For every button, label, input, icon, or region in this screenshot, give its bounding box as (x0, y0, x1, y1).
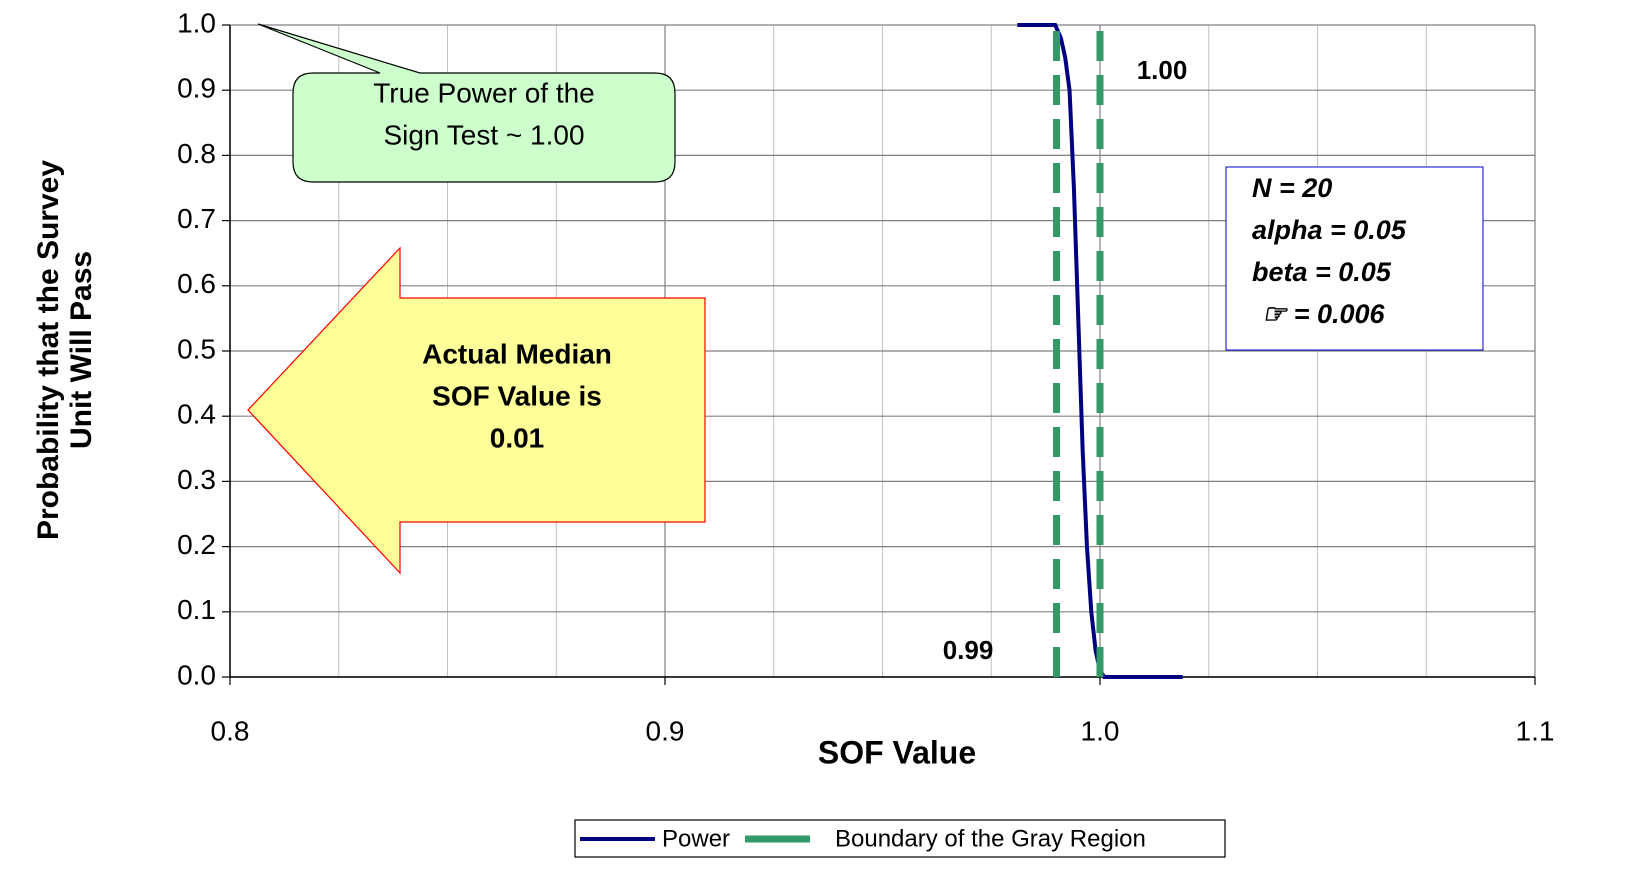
arrow-text: SOF Value is (432, 380, 602, 411)
y-tick-label: 0.4 (177, 399, 216, 430)
x-tick-label: 0.8 (211, 715, 250, 746)
y-tick-label: 0.8 (177, 138, 216, 169)
legend-label: Power (662, 825, 730, 852)
y-axis-title: Unit Will Pass (65, 251, 98, 449)
callout-text: True Power of the (373, 77, 595, 108)
arrow-shape (247, 246, 706, 575)
params-text: beta = 0.05 (1252, 257, 1392, 287)
callout-text: Sign Test ~ 1.00 (383, 119, 584, 150)
callout-shape (257, 23, 676, 183)
params-text: alpha = 0.05 (1252, 215, 1407, 245)
boundary-line (1053, 25, 1104, 677)
y-tick-label: 0.1 (177, 594, 216, 625)
y-tick-label: 0.5 (177, 333, 216, 364)
y-tick-label: 1.0 (177, 7, 216, 38)
y-tick-label: 0.9 (177, 73, 216, 104)
y-tick-label: 0.2 (177, 529, 216, 560)
arrow-text: 0.01 (490, 422, 545, 453)
legend-label: Boundary of the Gray Region (835, 825, 1146, 852)
params-text: ☞ = 0.006 (1262, 299, 1386, 329)
legend (574, 819, 1226, 858)
y-tick-label: 0.0 (177, 659, 216, 690)
params-text: N = 20 (1252, 173, 1332, 203)
arrow-text: Actual Median (422, 338, 612, 369)
y-tick-label: 0.7 (177, 203, 216, 234)
x-axis-title: SOF Value (818, 734, 976, 770)
params-box (1225, 166, 1484, 351)
x-tick-label: 1.0 (1081, 715, 1120, 746)
y-axis-title: Probability that the Survey (32, 160, 65, 540)
y-tick-label: 0.6 (177, 268, 216, 299)
annotation: 0.99 (943, 635, 994, 665)
y-tick-label: 0.3 (177, 464, 216, 495)
x-tick-label: 0.9 (646, 715, 685, 746)
x-tick-label: 1.1 (1516, 715, 1555, 746)
annotation: 1.00 (1137, 55, 1188, 85)
